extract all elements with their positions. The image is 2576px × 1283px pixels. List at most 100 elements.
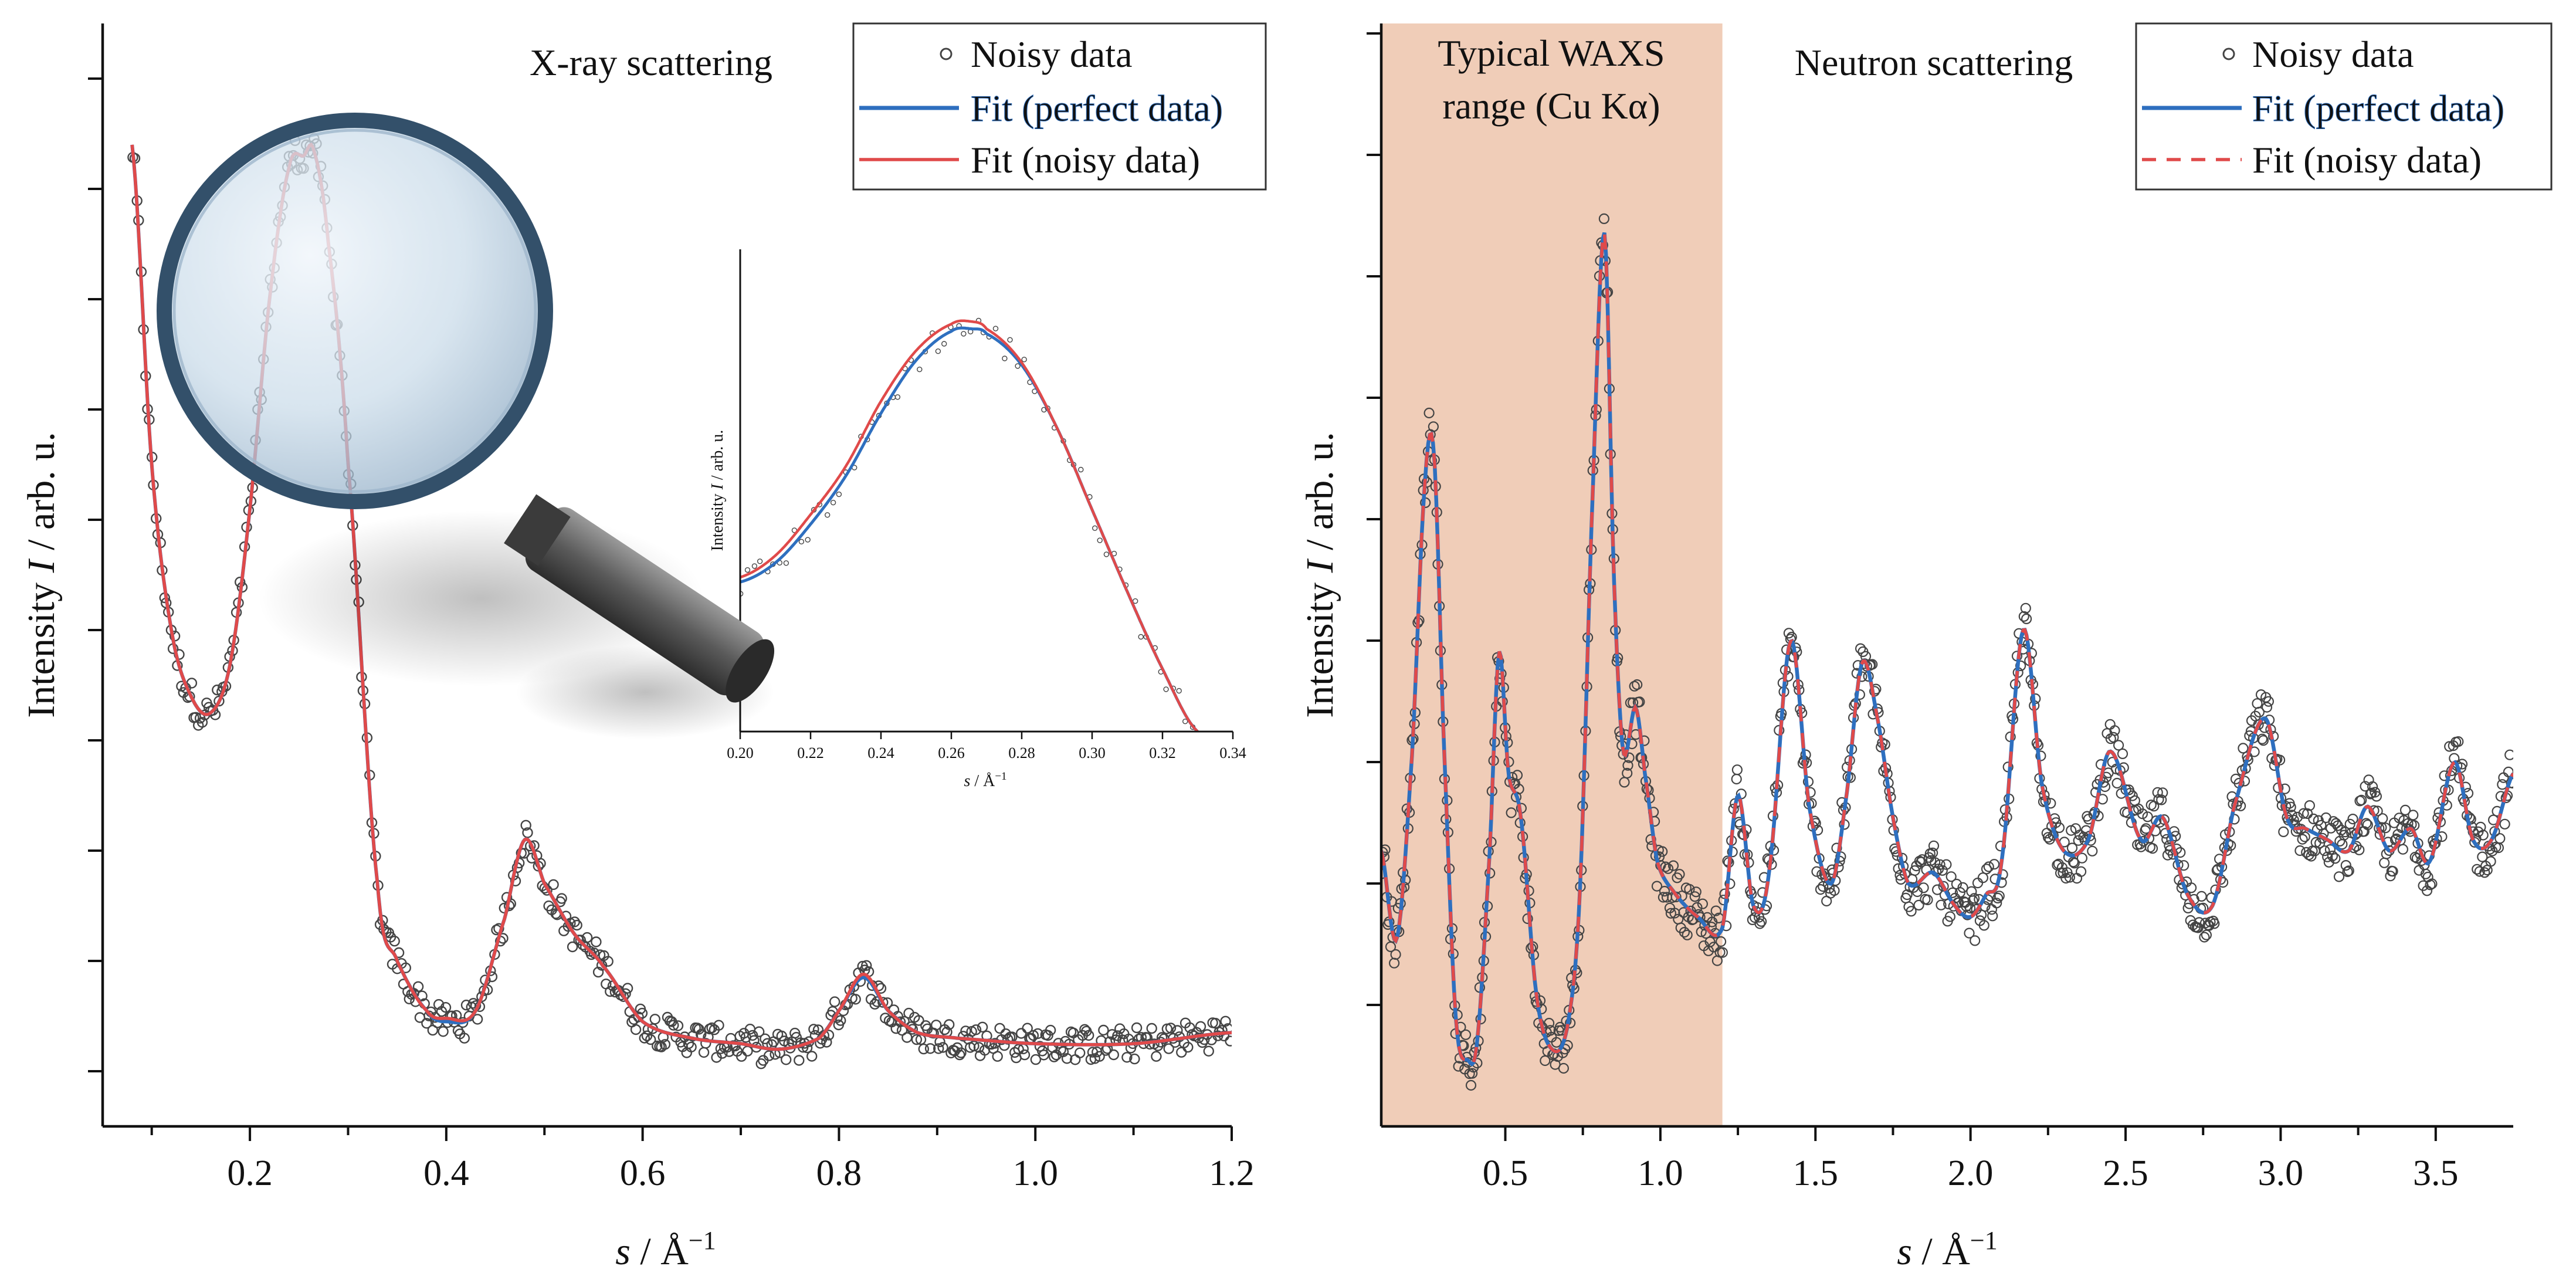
noisy-data-point	[994, 1023, 1005, 1034]
noisy-data-point	[1667, 860, 1679, 871]
noisy-data-point	[1092, 525, 1098, 531]
noisy-data-point	[1030, 1054, 1042, 1065]
noisy-data-point	[713, 1020, 724, 1031]
x-tick-label: 1.0	[1638, 1153, 1683, 1193]
noisy-data-point	[1941, 859, 1952, 870]
noisy-data-point	[2297, 834, 2308, 845]
noisy-data-point	[668, 1020, 679, 1031]
noisy-data-point	[2354, 844, 2365, 855]
noisy-data-point	[588, 947, 599, 959]
x-tick-label: 2.0	[1948, 1153, 1994, 1193]
noisy-data-point	[459, 1033, 470, 1044]
noisy-data-point	[633, 1011, 644, 1023]
noisy-data-point	[630, 1024, 642, 1035]
noisy-data-point	[1104, 1036, 1116, 1048]
noisy-data-point	[1146, 1023, 1157, 1034]
noisy-data-point	[1944, 911, 1955, 922]
noisy-data-point	[1913, 899, 1924, 911]
noisy-data-point	[645, 1034, 656, 1045]
noisy-data-point	[1131, 1022, 1143, 1034]
noisy-data-point	[2379, 857, 2390, 868]
waxs-range-shading	[1381, 23, 1723, 1126]
noisy-data-point	[824, 512, 831, 518]
noisy-data-point	[1977, 872, 1988, 883]
noisy-data-point	[1551, 1037, 1562, 1048]
noisy-data-point	[2196, 891, 2207, 902]
inset-x-axis-label: s / Å−1	[964, 770, 1006, 790]
noisy-data-point	[2209, 918, 2220, 929]
noisy-data-point	[520, 820, 531, 831]
noisy-data-point	[2453, 736, 2464, 747]
noisy-data-point	[751, 563, 758, 569]
noisy-data-point	[2261, 702, 2273, 713]
noisy-data-point	[755, 1058, 767, 1069]
noisy-data-point	[698, 1047, 710, 1058]
noisy-data-point	[1045, 1024, 1056, 1036]
zoom-inset: 0.20 0.22 0.24 0.26 0.28 0.30 0.32 0.34 s / Å−1…	[709, 249, 1246, 790]
inset-x-tick-label: 0.34	[1219, 744, 1246, 761]
legend2-label-fit-noisy: Fit (noisy data)	[2252, 139, 2482, 181]
noisy-data-point	[2306, 851, 2317, 862]
noisy-data-point	[2361, 818, 2372, 829]
noisy-data-point	[1015, 1028, 1027, 1039]
left-y-axis-label: Intensity I / arb. u.	[20, 432, 63, 718]
inset-x-ticks: 0.20 0.22 0.24 0.26 0.28 0.30 0.32 0.34	[727, 732, 1246, 761]
noisy-data-point	[1013, 1044, 1024, 1055]
noisy-data-point	[1022, 1023, 1033, 1034]
noisy-data-point	[1078, 466, 1084, 473]
noisy-data-point	[1945, 871, 1957, 882]
noisy-data-point	[2380, 822, 2391, 834]
noisy-data-point	[918, 1043, 930, 1055]
x-tick-label: 0.6	[620, 1153, 666, 1193]
noisy-data-point	[1932, 884, 1943, 895]
inset-x-tick-label: 0.32	[1149, 744, 1176, 761]
noisy-data-point	[706, 1022, 717, 1034]
x-tick-label: 1.2	[1209, 1153, 1255, 1193]
noisy-data-point	[1203, 1045, 1215, 1057]
noisy-data-point	[917, 367, 923, 373]
noisy-data-point	[2503, 766, 2513, 777]
lens-rim	[157, 113, 553, 509]
noisy-data-point	[1007, 337, 1013, 343]
noisy-data-point	[1972, 877, 1984, 889]
noisy-data-point	[1129, 1053, 1140, 1065]
noisy-data-point	[1083, 1030, 1094, 1041]
noisy-data-point	[2292, 811, 2303, 823]
noisy-data-point	[943, 1019, 955, 1030]
noisy-data-point	[894, 394, 901, 400]
noisy-data-point	[1097, 537, 1103, 543]
noisy-data-point	[1969, 893, 1980, 904]
noisy-data-point	[1048, 1051, 1060, 1062]
left-x-axis-label: s / Å−1	[615, 1226, 716, 1273]
noisy-data-point	[901, 1032, 913, 1043]
legend2-marker-noisy	[2222, 48, 2235, 60]
noisy-data-point	[2142, 811, 2153, 822]
noisy-data-point	[1718, 895, 1729, 906]
noisy-data-point	[1015, 363, 1021, 369]
noisy-data-point	[2104, 719, 2116, 730]
noisy-data-point	[2367, 781, 2378, 793]
noisy-data-point	[1453, 1061, 1464, 1072]
noisy-data-point	[2069, 858, 2080, 869]
noisy-data-point	[1992, 892, 2004, 904]
noisy-data-point	[421, 1018, 432, 1029]
noisy-data-point	[2201, 929, 2212, 940]
noisy-data-point	[2137, 808, 2148, 820]
noisy-data-point	[196, 717, 208, 728]
noisy-data-point	[941, 341, 947, 347]
noisy-data-point	[1467, 1068, 1478, 1079]
noisy-data-point	[973, 1042, 985, 1053]
noisy-data-point	[753, 1026, 765, 1037]
noisy-data-point	[1622, 760, 1633, 771]
noisy-data-point	[730, 1040, 741, 1052]
noisy-data-point	[1428, 421, 1439, 432]
noisy-data-point	[1696, 926, 1707, 937]
noisy-data-point	[830, 500, 836, 506]
noisy-data-point	[1210, 1017, 1221, 1029]
noisy-data-point	[472, 1014, 483, 1025]
noisy-data-point	[1957, 882, 1968, 893]
noisy-data-point	[1991, 898, 2002, 909]
noisy-data-point	[2477, 851, 2488, 862]
noisy-data-point	[2253, 706, 2265, 718]
